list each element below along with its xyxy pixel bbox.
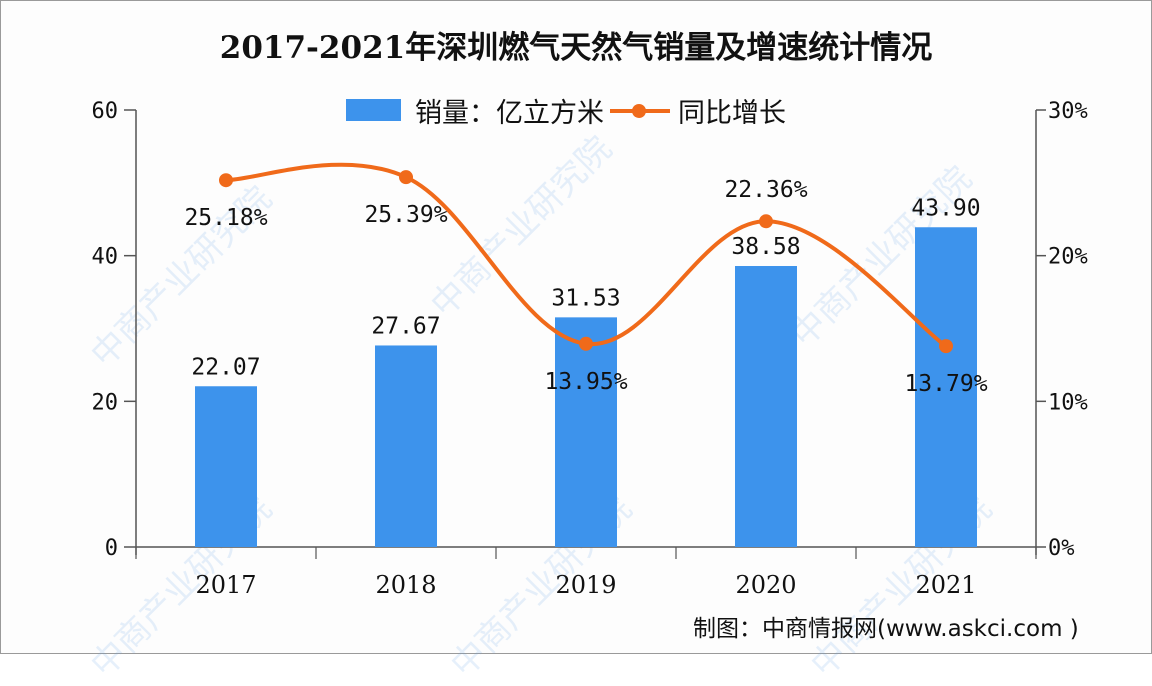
bar-2021 [915, 227, 977, 548]
growth-point-2019 [579, 336, 593, 351]
left-axis-tick-label: 0 [105, 536, 118, 561]
right-axis-tick-label: 10% [1048, 390, 1088, 415]
x-axis-tick-label: 2019 [555, 571, 616, 599]
line-legend-swatch [610, 99, 670, 121]
bar-value-label: 27.67 [371, 313, 440, 339]
chart-title: 2017-2021年深圳燃气天然气销量及增速统计情况 [219, 30, 933, 66]
x-axis-tick-label: 2021 [915, 571, 976, 599]
bar-2017 [195, 386, 257, 547]
bar-value-label: 22.07 [191, 354, 260, 380]
right-axis-tick-label: 0% [1048, 536, 1075, 561]
bar-legend-label: 销量：亿立方米 [415, 97, 604, 129]
bar-value-label: 43.90 [911, 195, 980, 221]
growth-point-2021 [939, 339, 953, 354]
growth-value-label: 22.36% [724, 177, 807, 203]
left-axis-tick-label: 20 [92, 390, 119, 415]
chart-legend: 销量：亿立方米 同比增长 [346, 90, 786, 130]
growth-point-2020 [759, 214, 773, 229]
left-axis-tick-label: 60 [92, 99, 119, 124]
left-axis-tick-label: 40 [92, 245, 119, 270]
bar-value-label: 38.58 [731, 234, 800, 260]
bar-value-label: 31.53 [551, 285, 620, 311]
x-axis-tick-label: 2020 [735, 571, 796, 599]
growth-point-2018 [399, 170, 413, 185]
growth-value-label: 13.79% [904, 371, 987, 397]
x-axis-tick-label: 2018 [375, 571, 436, 599]
source-note: 制图：中商情报网(www.askci.com ) [693, 616, 1079, 642]
bar-2020 [735, 266, 797, 547]
bar-2019 [555, 317, 617, 547]
right-axis-tick-label: 30% [1048, 99, 1088, 124]
growth-point-2017 [219, 173, 233, 188]
chart-plot: 0 20 40 60 0% 10% 20% 30% 2017 2018 2019 2020 2021 22… [92, 99, 1088, 599]
line-legend-label: 同比增长 [678, 97, 786, 129]
x-axis-tick-label: 2017 [195, 571, 256, 599]
growth-value-label: 13.95% [544, 369, 627, 395]
bar-legend-swatch [346, 99, 401, 121]
growth-value-label: 25.18% [184, 205, 267, 231]
bar-2018 [375, 345, 437, 547]
right-axis-tick-label: 20% [1048, 245, 1088, 270]
growth-value-label: 25.39% [364, 202, 447, 228]
